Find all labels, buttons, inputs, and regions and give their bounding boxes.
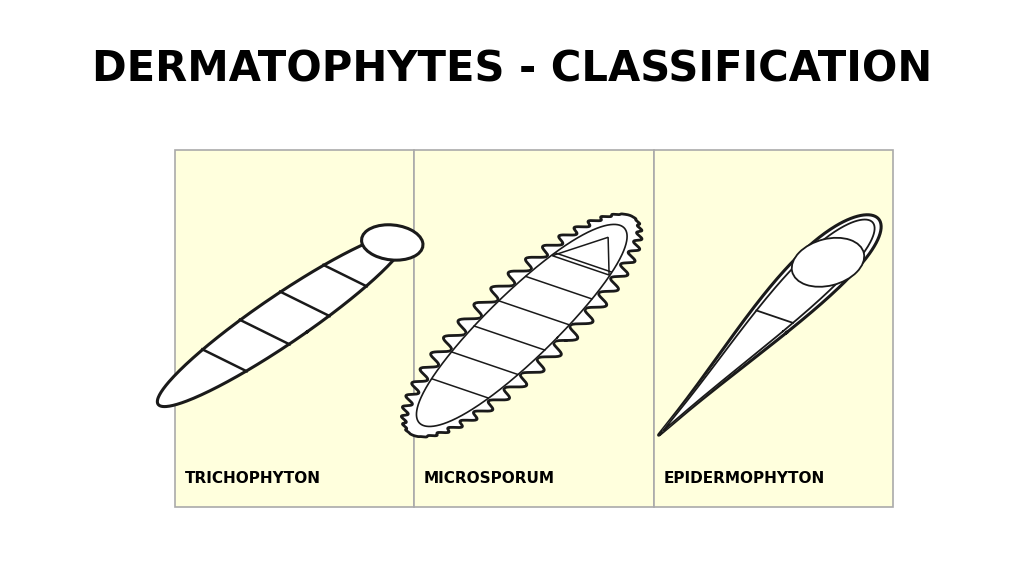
Text: DERMATOPHYTES - CLASSIFICATION: DERMATOPHYTES - CLASSIFICATION xyxy=(92,48,932,90)
Bar xyxy=(175,150,415,507)
Text: TRICHOPHYTON: TRICHOPHYTON xyxy=(184,471,321,486)
Polygon shape xyxy=(658,215,881,435)
Polygon shape xyxy=(663,219,874,431)
Bar xyxy=(653,150,893,507)
Ellipse shape xyxy=(792,238,864,287)
Text: MICROSPORUM: MICROSPORUM xyxy=(424,471,555,486)
Text: EPIDERMOPHYTON: EPIDERMOPHYTON xyxy=(664,471,824,486)
Polygon shape xyxy=(401,214,642,437)
Bar xyxy=(415,150,653,507)
Ellipse shape xyxy=(361,225,423,260)
Polygon shape xyxy=(417,225,627,426)
Polygon shape xyxy=(158,233,408,407)
